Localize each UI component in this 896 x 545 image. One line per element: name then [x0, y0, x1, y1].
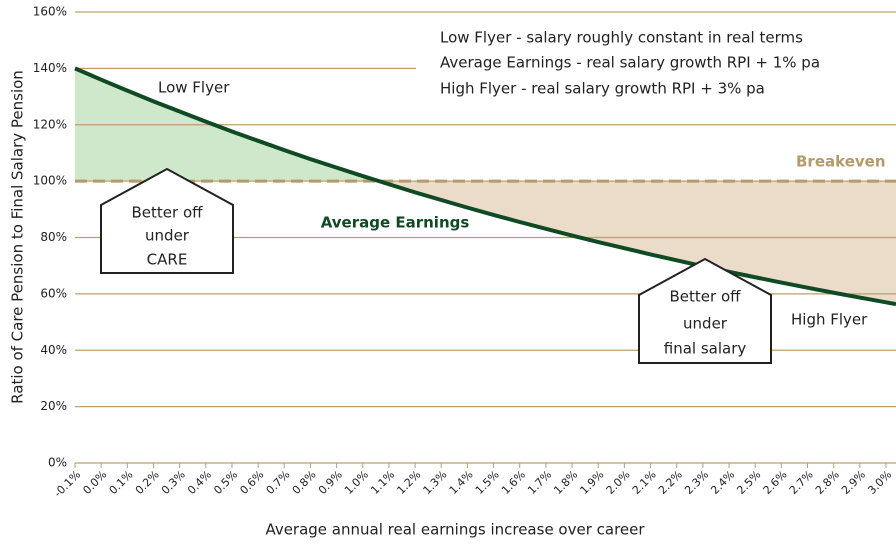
box-text: final salary	[664, 340, 747, 358]
x-tick-label: 2.3%	[682, 468, 711, 497]
box-text: under	[683, 315, 728, 333]
x-tick-label: 2.9%	[839, 468, 868, 497]
x-tick-label: 2.1%	[630, 468, 659, 497]
series-line	[74, 66, 896, 307]
care-box	[100, 167, 234, 274]
box-text: CARE	[147, 251, 188, 269]
x-tick-label: 2.5%	[734, 468, 763, 497]
y-tick-label: 160%	[33, 5, 67, 19]
legend-note: Low Flyer - salary roughly constant in r…	[440, 29, 803, 47]
legend-note: High Flyer - real salary growth RPI + 3%…	[440, 80, 765, 98]
series-label: Average Earnings	[321, 214, 470, 232]
x-tick-label: 2.6%	[761, 468, 790, 497]
x-tick-label: 3.0%	[865, 468, 894, 497]
x-tick-label: 0.0%	[80, 468, 109, 497]
x-tick-label: 1.5%	[473, 468, 502, 497]
x-axis-label: Average annual real earnings increase ov…	[265, 521, 645, 539]
x-tick-label: 0.8%	[290, 468, 319, 497]
x-tick-label: 1.8%	[551, 468, 580, 497]
below-area	[379, 181, 896, 305]
x-tick-label: 1.0%	[342, 468, 371, 497]
y-tick-label: 20%	[40, 399, 67, 413]
x-tick-label: 0.7%	[264, 468, 293, 497]
x-tick-label: 0.4%	[185, 468, 214, 497]
x-tick-label: 1.6%	[499, 468, 528, 497]
x-tick-label: -0.1%	[51, 468, 83, 500]
x-tick-label: 2.7%	[787, 468, 816, 497]
x-tick-label: 1.2%	[394, 468, 423, 497]
breakeven-label: Breakeven	[796, 153, 886, 171]
x-tick-label: 0.5%	[211, 468, 240, 497]
y-axis-label: Ratio of Care Pension to Final Salary Pe…	[9, 70, 27, 404]
y-tick-label: 40%	[40, 343, 67, 357]
annotation: Low Flyer	[158, 79, 230, 97]
x-tick-label: 0.9%	[316, 468, 345, 497]
legend-note: Average Earnings - real salary growth RP…	[440, 54, 820, 72]
box-text: under	[145, 227, 190, 245]
x-tick-label: 1.4%	[447, 468, 476, 497]
x-tick-label: 0.3%	[159, 468, 188, 497]
y-tick-label: 120%	[33, 117, 67, 131]
y-tick-label: 60%	[40, 286, 67, 300]
y-tick-label: 80%	[40, 230, 67, 244]
x-tick-label: 1.3%	[421, 468, 450, 497]
above-area	[75, 68, 380, 182]
x-tick-label: 1.1%	[368, 468, 397, 497]
legend-box	[416, 22, 896, 102]
x-tick-label: 1.7%	[525, 468, 554, 497]
x-tick-label: 0.6%	[237, 468, 266, 497]
x-tick-label: 0.1%	[107, 468, 136, 497]
x-tick-label: 0.2%	[133, 468, 162, 497]
y-tick-label: 0%	[48, 456, 67, 470]
box-text: Better off	[670, 288, 742, 306]
y-tick-label: 140%	[33, 61, 67, 75]
box-text: Better off	[132, 204, 204, 222]
final-box	[638, 257, 772, 364]
y-tick-label: 100%	[33, 174, 67, 188]
x-tick-label: 1.9%	[578, 468, 607, 497]
x-tick-label: 2.2%	[656, 468, 685, 497]
x-tick-label: 2.0%	[604, 468, 633, 497]
x-tick-label: 2.4%	[708, 468, 737, 497]
x-tick-label: 2.8%	[813, 468, 842, 497]
annotation: High Flyer	[791, 311, 868, 329]
